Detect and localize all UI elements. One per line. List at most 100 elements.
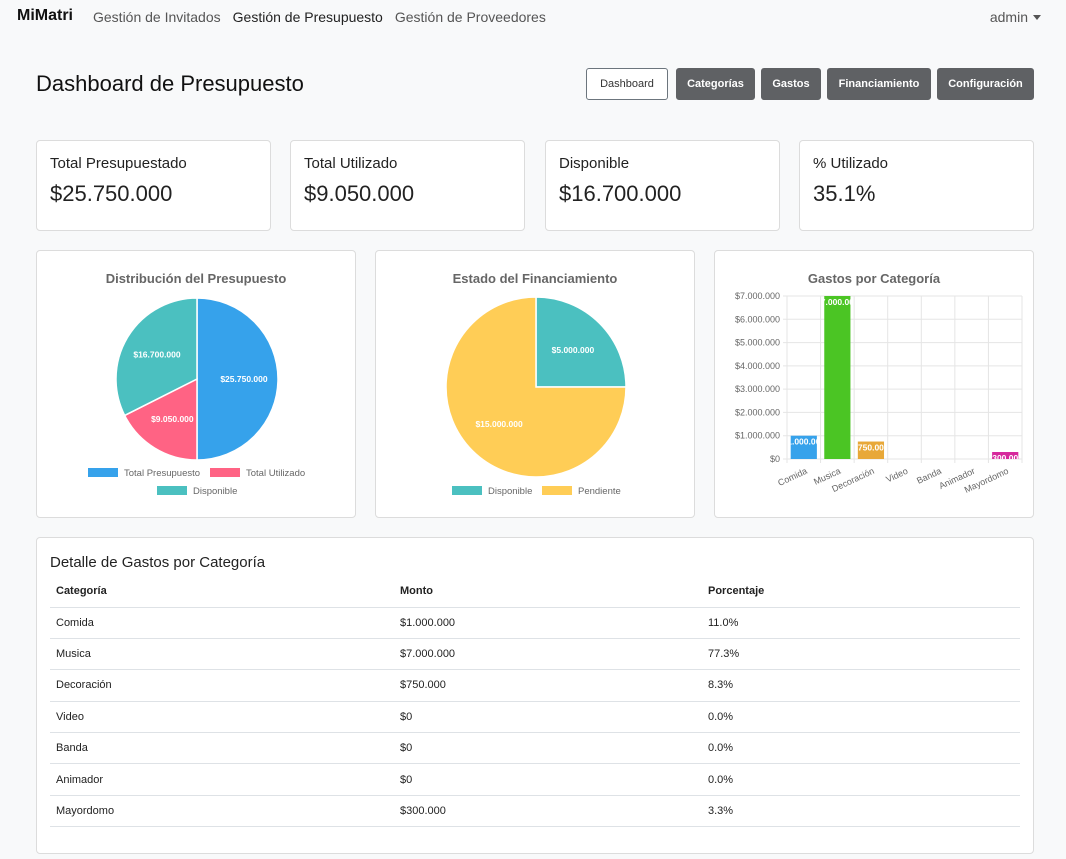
stat-value: $9.050.000: [304, 181, 415, 206]
table-row: Banda $0 0.0%: [50, 732, 1020, 765]
x-tick-label: Video: [884, 466, 909, 485]
stat-value: 35.1%: [813, 181, 876, 206]
chart-title: Estado del Financiamiento: [452, 271, 618, 286]
cell-monto: $300.000: [394, 795, 702, 828]
cell-monto: $750.000: [394, 669, 702, 702]
bar-comida: [790, 435, 817, 459]
column-header: Porcentaje: [702, 576, 1020, 608]
stat-value: $25.750.000: [50, 181, 173, 206]
pie-data-label: $25.750.000: [220, 374, 268, 384]
stat-card-total-presupuestado: Total Presupuestado $25.750.000: [36, 140, 271, 231]
table-row: Musica $7.000.000 77.3%: [50, 638, 1020, 671]
column-header: Categoría: [50, 576, 394, 608]
chart-card-gastos: Gastos por Categoría $0 $1.000.000 $2.000.…: [714, 250, 1034, 518]
cell-monto: $0: [394, 763, 702, 796]
cell-categoria: Banda: [50, 732, 394, 765]
chart-card-financiamiento: Estado del Financiamiento $5.000.000 $15.…: [375, 250, 695, 518]
stat-card-disponible: Disponible $16.700.000: [545, 140, 780, 231]
legend-swatch: [157, 486, 187, 495]
stat-label: % Utilizado: [813, 155, 889, 172]
stat-value: $16.700.000: [559, 181, 682, 206]
table-row: Animador $0 0.0%: [50, 763, 1020, 796]
user-name: admin: [989, 9, 1028, 25]
financiamiento-button[interactable]: Financiamiento: [827, 68, 931, 100]
cell-categoria: Comida: [50, 607, 394, 639]
nav-link-invitados[interactable]: Gestión de Invitados: [93, 9, 221, 25]
y-tick-label: $3.000.000: [735, 384, 780, 394]
cell-categoria: Mayordomo: [50, 795, 394, 828]
stat-label: Total Utilizado: [304, 155, 398, 172]
cell-porcentaje: 0.0%: [702, 732, 1020, 765]
detail-title: Detalle de Gastos por Categoría: [50, 554, 266, 571]
page-title: Dashboard de Presupuesto: [36, 71, 304, 96]
cell-monto: $0: [394, 701, 702, 734]
table-row: Decoración $750.000 8.3%: [50, 669, 1020, 702]
cell-porcentaje: 11.0%: [702, 607, 1020, 639]
table-row: Comida $1.000.000 11.0%: [50, 607, 1020, 639]
column-header: Monto: [394, 576, 702, 608]
bar-musica: [824, 296, 851, 459]
legend-label: Total Presupuesto: [124, 468, 200, 479]
legend-swatch: [452, 486, 482, 495]
pie-data-label: $5.000.000: [552, 345, 595, 355]
stat-label: Total Presupuestado: [50, 155, 187, 172]
chart-title: Distribución del Presupuesto: [105, 271, 287, 286]
pie-slice-1: [123, 377, 198, 461]
chart-title: Gastos por Categoría: [807, 271, 941, 286]
bar-data-label: $7.000.000: [816, 297, 859, 307]
y-tick-label: $2.000.000: [735, 407, 780, 417]
bar-data-label: $750.000: [853, 443, 889, 453]
bar-decoración: [857, 441, 885, 459]
pie-data-label: $15.000.000: [475, 419, 523, 429]
y-tick-label: $4.000.000: [735, 361, 780, 371]
categorias-button[interactable]: Categorías: [676, 68, 755, 100]
bar-data-label: $300.000: [987, 453, 1023, 463]
cell-categoria: Animador: [50, 763, 394, 796]
cell-porcentaje: 0.0%: [702, 701, 1020, 734]
nav-link-proveedores[interactable]: Gestión de Proveedores: [394, 9, 546, 25]
table-header-row: Categoría Monto Porcentaje: [50, 576, 1020, 608]
cell-porcentaje: 0.0%: [702, 763, 1020, 796]
y-tick-label: $0: [770, 454, 780, 464]
detail-table: Categoría Monto Porcentaje Comida $1.000.…: [50, 576, 1020, 828]
pie-data-label: $16.700.000: [133, 349, 181, 359]
cell-porcentaje: 77.3%: [702, 638, 1020, 671]
cell-monto: $1.000.000: [394, 607, 702, 639]
table-row: Mayordomo $300.000 3.3%: [50, 795, 1020, 828]
pie-slice-0: [196, 297, 279, 461]
legend-label: Disponible: [488, 486, 532, 497]
cell-monto: $0: [394, 732, 702, 765]
stat-card-porcentaje-utilizado: % Utilizado 35.1%: [799, 140, 1034, 231]
chevron-down-icon: [1033, 14, 1041, 20]
navbar: MiMatri Gestión de Invitados Gestión de …: [0, 0, 1066, 36]
x-tick-label: Comida: [776, 466, 808, 488]
bar-mayordomo: [992, 452, 1019, 459]
user-menu[interactable]: admin: [990, 9, 1041, 25]
legend-swatch: [88, 468, 118, 477]
legend-swatch: [210, 468, 240, 477]
bar-chart-gastos: $0 $1.000.000 $2.000.000 $3.000.000 $4.000.0…: [735, 291, 1023, 495]
y-tick-label: $5.000.000: [735, 338, 780, 348]
brand-logo[interactable]: MiMatri: [17, 7, 73, 24]
cell-monto: $7.000.000: [394, 638, 702, 671]
cell-categoria: Decoración: [50, 669, 394, 702]
gastos-button[interactable]: Gastos: [761, 68, 821, 100]
cell-categoria: Video: [50, 701, 394, 734]
legend-label: Pendiente: [578, 486, 621, 497]
dashboard-button[interactable]: Dashboard: [586, 68, 668, 100]
pie-slice-0: [535, 296, 627, 388]
cell-porcentaje: 8.3%: [702, 669, 1020, 702]
stat-card-total-utilizado: Total Utilizado $9.050.000: [290, 140, 525, 231]
pie-chart-distribucion: $25.750.000 $9.050.000 $16.700.000 Total Pr…: [88, 297, 305, 497]
y-tick-label: $6.000.000: [735, 314, 780, 324]
configuracion-button[interactable]: Configuración: [937, 68, 1034, 100]
legend-label: Total Utilizado: [246, 468, 305, 479]
stat-label: Disponible: [559, 155, 630, 172]
detail-card: Detalle de Gastos por Categoría Categorí…: [36, 537, 1034, 854]
y-tick-label: $1.000.000: [735, 431, 780, 441]
nav-links: Gestión de Invitados Gestión de Presupue…: [93, 9, 558, 25]
table-row: Video $0 0.0%: [50, 701, 1020, 734]
cell-categoria: Musica: [50, 638, 394, 671]
nav-link-presupuesto[interactable]: Gestión de Presupuesto: [232, 9, 383, 25]
pie-slice-2: [115, 297, 198, 417]
